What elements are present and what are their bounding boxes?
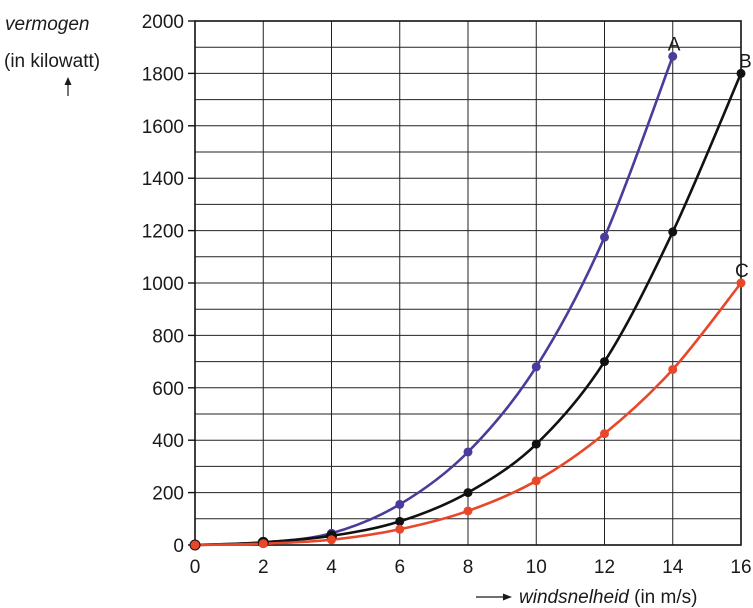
data-point-C bbox=[531, 476, 541, 486]
series-line-A bbox=[194, 55, 674, 547]
data-point-B bbox=[736, 68, 746, 78]
y-tick-label: 200 bbox=[152, 484, 184, 505]
y-tick-labels: 0 200 400 600 800 1000 1200 1400 1600 1800 2000 bbox=[142, 12, 184, 557]
x-tick-label: 0 bbox=[190, 557, 201, 578]
y-tick-label: 2000 bbox=[142, 12, 184, 33]
x-tick-label: 14 bbox=[662, 557, 684, 578]
data-point-C bbox=[190, 540, 200, 550]
data-point-C bbox=[327, 535, 336, 545]
x-tick-label: 16 bbox=[730, 557, 751, 578]
x-axis-title: windsnelheid (in m/s) bbox=[476, 587, 697, 608]
y-tick-label: 1200 bbox=[142, 222, 184, 243]
data-point-C bbox=[668, 364, 678, 374]
data-point-C bbox=[258, 539, 268, 549]
x-axis-title-unit: (in m/s) bbox=[629, 587, 698, 608]
series-tag-A: A bbox=[668, 34, 681, 55]
data-point-B bbox=[668, 227, 678, 237]
data-point-C bbox=[395, 524, 405, 534]
y-axis-title: vermogen (in kilowatt) bbox=[4, 14, 100, 96]
data-point-C bbox=[463, 506, 473, 516]
series-line-C bbox=[194, 282, 743, 547]
y-tick-label: 1400 bbox=[142, 169, 184, 190]
y-axis-title-italic: vermogen bbox=[5, 14, 90, 35]
data-point-B bbox=[395, 516, 405, 526]
y-tick-label: 1000 bbox=[142, 274, 184, 295]
series-tag-B: B bbox=[739, 51, 752, 72]
data-point-B bbox=[463, 488, 473, 498]
y-axis-title-unit: (in kilowatt) bbox=[4, 51, 100, 72]
x-tick-label: 2 bbox=[258, 557, 269, 578]
y-axis-arrow-head bbox=[64, 77, 72, 85]
data-point-A bbox=[668, 51, 678, 61]
y-tick-label: 600 bbox=[152, 379, 184, 400]
data-point-C bbox=[600, 429, 609, 439]
x-tick-labels: 0 2 4 6 8 10 12 14 16 bbox=[190, 557, 752, 578]
x-axis-arrow-head bbox=[503, 593, 512, 601]
series-tags: A B C bbox=[668, 34, 752, 282]
series-tag-C: C bbox=[735, 261, 749, 282]
data-point-A bbox=[395, 499, 405, 509]
y-tick-label: 800 bbox=[152, 326, 184, 347]
x-tick-label: 10 bbox=[526, 557, 547, 578]
x-tick-label: 6 bbox=[394, 557, 405, 578]
x-axis-title-text: windsnelheid (in m/s) bbox=[519, 587, 697, 608]
data-point-C bbox=[736, 278, 746, 288]
y-tick-label: 1800 bbox=[142, 64, 184, 85]
y-tick-label: 0 bbox=[173, 536, 184, 557]
x-tick-label: 8 bbox=[463, 557, 474, 578]
data-point-B bbox=[531, 439, 541, 449]
grid bbox=[194, 20, 742, 546]
data-point-A bbox=[463, 447, 473, 457]
x-axis-title-italic: windsnelheid bbox=[519, 587, 630, 608]
data-point-B bbox=[600, 357, 609, 367]
x-tick-label: 12 bbox=[594, 557, 615, 578]
x-tick-label: 4 bbox=[326, 557, 337, 578]
data-point-A bbox=[531, 362, 541, 372]
series-points bbox=[189, 51, 746, 551]
y-tick-label: 400 bbox=[152, 431, 184, 452]
data-point-A bbox=[600, 232, 609, 242]
y-tick-label: 1600 bbox=[142, 117, 184, 138]
